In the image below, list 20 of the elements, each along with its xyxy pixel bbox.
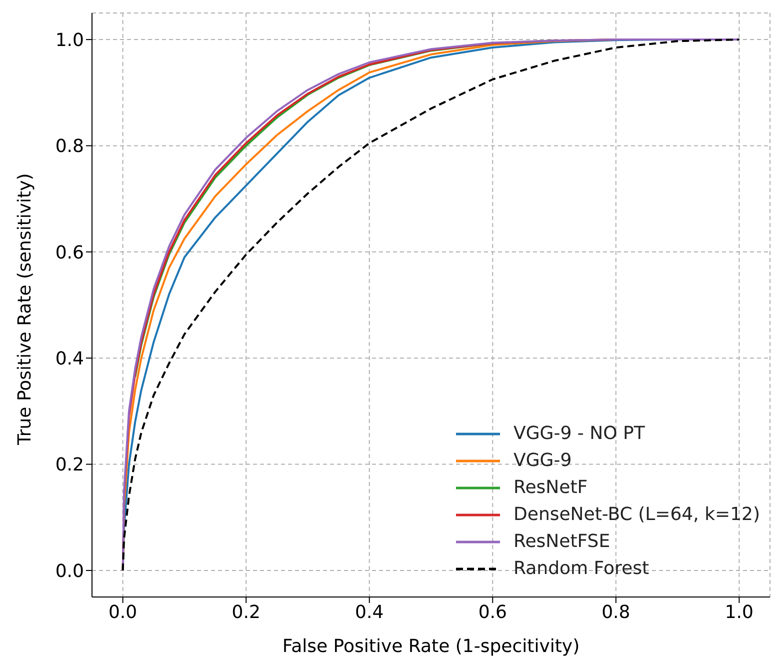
x-tick-label: 0.8 (602, 602, 630, 623)
x-tick-label: 1.0 (724, 602, 754, 623)
legend-label: VGG-9 - NO PT (514, 422, 645, 446)
x-tick-label: 0.4 (355, 602, 384, 623)
y-tick-label: 0.6 (55, 242, 84, 264)
y-tick-label: 0.2 (55, 454, 84, 476)
x-axis-title: False Positive Rate (1-specitivity) (282, 636, 580, 657)
legend-label: ResNetF (514, 476, 588, 500)
y-tick-label: 0.8 (55, 136, 84, 158)
x-tick-label: 0.6 (478, 602, 507, 623)
y-axis-title: True Positive Rate (sensitivity) (14, 173, 36, 446)
legend-label: VGG-9 (514, 449, 572, 473)
legend-label: Random Forest (514, 557, 649, 581)
y-tick-label: 0.4 (55, 348, 84, 370)
legend-label: ResNetFSE (514, 530, 610, 554)
y-tick-label: 1.0 (55, 30, 84, 51)
x-tick-label: 0.0 (108, 602, 138, 623)
x-tick-label: 0.2 (232, 602, 260, 623)
legend-label: DenseNet-BC (L=64, k=12) (514, 503, 760, 527)
y-tick-label: 0.0 (55, 560, 84, 582)
